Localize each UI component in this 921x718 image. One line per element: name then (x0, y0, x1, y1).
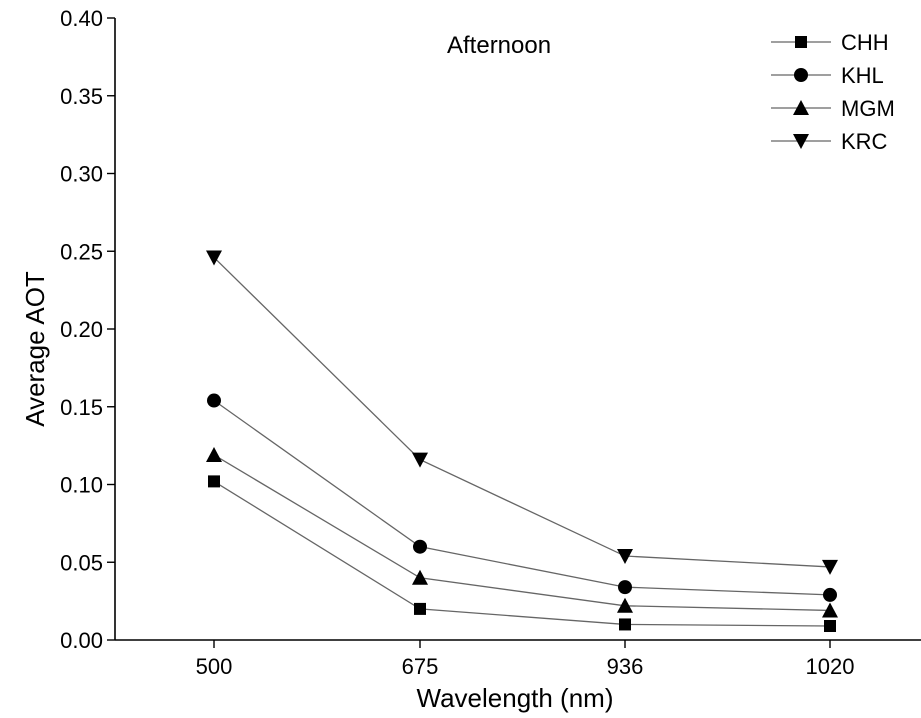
y-tick-label: 0.20 (60, 317, 103, 342)
data-point-krc (206, 250, 222, 266)
series-line-mgm (213, 454, 831, 612)
data-point-mgm (617, 597, 633, 613)
y-tick-label: 0.35 (60, 84, 103, 109)
series-line-krc (213, 257, 831, 568)
x-tick-label: 675 (402, 654, 439, 679)
y-tick-label: 0.05 (60, 550, 103, 575)
data-point-mgm (822, 602, 838, 618)
data-point-krc (412, 452, 428, 468)
data-point-chh (619, 618, 631, 631)
y-tick-label: 0.10 (60, 473, 103, 498)
legend-label-khl: KHL (841, 63, 884, 88)
y-tick-label: 0.00 (60, 628, 103, 653)
y-tick-label: 0.25 (60, 239, 103, 264)
x-tick-label: 936 (607, 654, 644, 679)
x-tick-label: 500 (196, 654, 233, 679)
chart-annotation: Afternoon (447, 32, 551, 59)
data-point-khl (207, 393, 221, 408)
data-point-mgm (412, 569, 428, 585)
data-point-khl (823, 587, 837, 602)
data-point-krc (822, 559, 838, 575)
data-point-mgm (206, 446, 222, 462)
series-line-chh (213, 480, 831, 627)
y-tick-label: 0.40 (60, 6, 103, 31)
data-point-krc (617, 549, 633, 565)
data-point-chh (414, 602, 426, 615)
legend-label-krc: KRC (841, 129, 888, 154)
data-point-khl (413, 539, 427, 554)
x-axis-title: Wavelength (nm) (417, 683, 614, 713)
legend-marker-krc (793, 134, 809, 149)
y-axis-title: Average AOT (20, 271, 50, 427)
legend-label-chh: CHH (841, 30, 889, 55)
legend-marker-mgm (793, 100, 809, 115)
data-point-khl (618, 580, 632, 595)
x-tick-label: 1020 (806, 654, 855, 679)
legend: CHH KHL MGM KRC (771, 30, 895, 154)
legend-marker-chh (795, 36, 807, 48)
legend-label-mgm: MGM (841, 96, 895, 121)
y-tick-label: 0.15 (60, 395, 103, 420)
series-line-khl (213, 399, 831, 596)
x-ticks: 500 675 936 1020 (196, 640, 855, 679)
data-point-chh (208, 475, 220, 488)
data-point-chh (824, 620, 836, 633)
series-layer (206, 250, 838, 633)
y-ticks: 0.00 0.05 0.10 0.15 0.20 0.25 0.30 0.35 0.40 (60, 6, 115, 653)
legend-marker-khl (794, 68, 808, 82)
y-tick-label: 0.30 (60, 162, 103, 187)
